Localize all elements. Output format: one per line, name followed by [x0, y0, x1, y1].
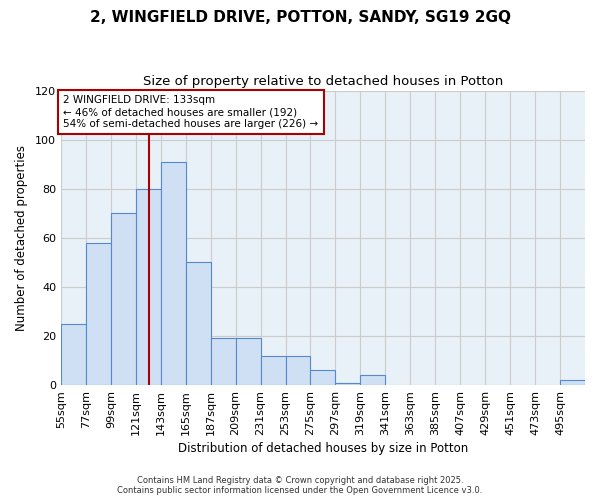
X-axis label: Distribution of detached houses by size in Potton: Distribution of detached houses by size … [178, 442, 468, 455]
Bar [310, 370, 335, 385]
Bar [211, 338, 236, 385]
Bar [335, 382, 361, 385]
Text: Contains HM Land Registry data © Crown copyright and database right 2025.
Contai: Contains HM Land Registry data © Crown c… [118, 476, 482, 495]
Bar [136, 188, 161, 385]
Bar [86, 242, 111, 385]
Bar [161, 162, 186, 385]
Bar [111, 214, 136, 385]
Text: 2 WINGFIELD DRIVE: 133sqm
← 46% of detached houses are smaller (192)
54% of semi: 2 WINGFIELD DRIVE: 133sqm ← 46% of detac… [63, 96, 319, 128]
Bar [560, 380, 585, 385]
Bar [61, 324, 86, 385]
Text: 2, WINGFIELD DRIVE, POTTON, SANDY, SG19 2GQ: 2, WINGFIELD DRIVE, POTTON, SANDY, SG19 … [89, 10, 511, 25]
Bar [186, 262, 211, 385]
Bar [236, 338, 260, 385]
Bar [361, 376, 385, 385]
Bar [260, 356, 286, 385]
Title: Size of property relative to detached houses in Potton: Size of property relative to detached ho… [143, 75, 503, 88]
Y-axis label: Number of detached properties: Number of detached properties [15, 145, 28, 331]
Bar [286, 356, 310, 385]
